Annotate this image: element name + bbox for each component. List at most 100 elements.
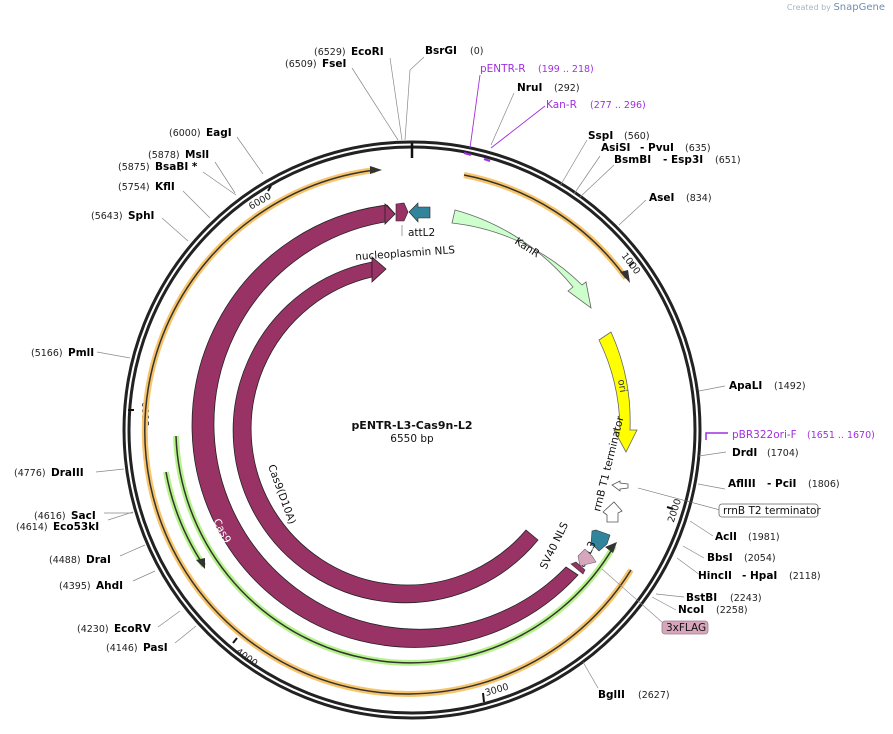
- feature-3xflag[interactable]: 3xFLAG: [577, 548, 709, 635]
- kanr-label: KanR: [512, 235, 541, 260]
- site-sspi[interactable]: SspI (560): [588, 130, 650, 142]
- svg-text:AseI: AseI: [649, 192, 674, 204]
- site-bsmbi-esp3i[interactable]: BsmBI - Esp3I (651): [614, 154, 741, 166]
- svg-text:- Esp3I: - Esp3I: [663, 154, 703, 166]
- primer-pbr322ori-f[interactable]: pBR322ori-F (1651 .. 1670): [705, 429, 875, 441]
- site-bstbi[interactable]: BstBI (2243): [686, 592, 762, 604]
- svg-text:HincII: HincII: [698, 570, 732, 582]
- nucleoplasmin-nls-label: nucleoplasmin NLS: [355, 244, 456, 263]
- svg-text:(834): (834): [686, 193, 712, 204]
- svg-text:KflI: KflI: [155, 181, 175, 193]
- svg-text:PasI: PasI: [143, 642, 168, 654]
- svg-text:(4146): (4146): [106, 643, 138, 654]
- backbone: [122, 140, 702, 720]
- site-saci[interactable]: (4616) SacI: [34, 510, 96, 522]
- site-asei[interactable]: AseI (834): [649, 192, 712, 204]
- svg-text:(5875): (5875): [118, 162, 150, 173]
- site-bbsi[interactable]: BbsI (2054): [707, 552, 776, 564]
- svg-text:EcoRV: EcoRV: [114, 623, 152, 635]
- svg-text:(4488): (4488): [49, 555, 81, 566]
- svg-text:SspI: SspI: [588, 130, 613, 142]
- feature-rrnb-t2-terminator[interactable]: rrnB T2 terminator: [602, 501, 821, 523]
- site-draiii[interactable]: (4776) DraIII: [14, 467, 84, 479]
- svg-text:Eco53kI: Eco53kI: [53, 521, 99, 533]
- svg-text:SacI: SacI: [71, 510, 96, 522]
- restriction-sites: BsrGI (0) (6529) EcoRI (6509) FseI NruI …: [14, 45, 840, 701]
- primer-kan-r-pos: (277 .. 296): [590, 100, 646, 111]
- svg-text:(1704): (1704): [767, 448, 799, 459]
- site-pmli[interactable]: (5166) PmlI: [31, 347, 94, 359]
- site-sphi[interactable]: (5643) SphI: [91, 210, 154, 222]
- svg-text:(4616): (4616): [34, 511, 66, 522]
- primer-kan-r-name: Kan-R: [546, 99, 577, 111]
- svg-text:(560): (560): [624, 131, 650, 142]
- svg-text:(6509): (6509): [285, 59, 317, 70]
- feature-sv40-nls[interactable]: SV40 NLS: [538, 520, 586, 575]
- svg-text:- PciI: - PciI: [767, 478, 796, 490]
- feature-ori[interactable]: ori: [598, 331, 638, 453]
- site-bglii[interactable]: BglII (2627): [598, 689, 670, 701]
- site-asisi-pvui[interactable]: AsiSI - PvuI (635): [601, 142, 711, 154]
- site-drdi[interactable]: DrdI (1704): [732, 447, 799, 459]
- svg-text:NruI: NruI: [517, 82, 542, 94]
- site-ahdi[interactable]: (4395) AhdI: [59, 580, 123, 592]
- site-bsabi[interactable]: (5875) BsaBI *: [118, 161, 198, 173]
- svg-text:EcoRI: EcoRI: [351, 46, 384, 58]
- svg-text:(4776): (4776): [14, 468, 46, 479]
- site-afliii-pcii[interactable]: AflIII - PciI (1806): [728, 478, 840, 490]
- svg-text:- PvuI: - PvuI: [640, 142, 674, 154]
- svg-text:(1981): (1981): [748, 532, 780, 543]
- site-acli[interactable]: AclI (1981): [715, 531, 780, 543]
- primer-pbr322ori-f-pos: (1651 .. 1670): [807, 430, 875, 441]
- svg-text:AhdI: AhdI: [96, 580, 123, 592]
- primer-pbr322ori-f-name: pBR322ori-F: [732, 429, 797, 441]
- svg-text:AflIII: AflIII: [728, 478, 756, 490]
- svg-text:(5166): (5166): [31, 348, 63, 359]
- svg-text:(1806): (1806): [808, 479, 840, 490]
- sv40-nls-label: SV40 NLS: [538, 520, 571, 571]
- site-bsrgi[interactable]: BsrGI (0): [425, 45, 483, 57]
- svg-text:(651): (651): [715, 155, 741, 166]
- plasmid-length: 6550 bp: [390, 433, 434, 445]
- svg-text:(4230): (4230): [77, 624, 109, 635]
- primer-pentr-r-pos: (199 .. 218): [538, 64, 594, 75]
- svg-text:(6529): (6529): [314, 47, 346, 58]
- orf-orange-arcs: [141, 166, 634, 697]
- svg-text:(5754): (5754): [118, 182, 150, 193]
- site-drai[interactable]: (4488) DraI: [49, 554, 111, 566]
- svg-text:- HpaI: - HpaI: [742, 570, 777, 582]
- primer-kan-r[interactable]: Kan-R (277 .. 296): [483, 99, 646, 162]
- site-eco53ki[interactable]: (4614) Eco53kI: [16, 521, 99, 533]
- primer-pentr-r-name: pENTR-R: [480, 63, 526, 75]
- svg-text:ApaLI: ApaLI: [729, 380, 762, 392]
- credit-prefix: Created by: [786, 3, 831, 12]
- site-eagi[interactable]: (6000) EagI: [169, 127, 232, 139]
- credit-brand: SnapGene: [833, 2, 885, 13]
- site-kfli[interactable]: (5754) KflI: [118, 181, 175, 193]
- svg-text:(5878): (5878): [148, 150, 180, 161]
- svg-text:AsiSI: AsiSI: [601, 142, 630, 154]
- svg-text:(1492): (1492): [774, 381, 806, 392]
- feature-nucleoplasmin-nls[interactable]: [395, 202, 409, 222]
- primer-pentr-r[interactable]: pENTR-R (199 .. 218): [463, 63, 594, 156]
- svg-text:(635): (635): [685, 143, 711, 154]
- svg-text:NcoI: NcoI: [678, 604, 704, 616]
- site-brui[interactable]: NruI (292): [517, 82, 580, 94]
- svg-text:PmlI: PmlI: [68, 347, 94, 359]
- site-pasi[interactable]: (4146) PasI: [106, 642, 168, 654]
- site-hincii-hpai[interactable]: HincII - HpaI (2118): [698, 570, 821, 582]
- site-apali[interactable]: ApaLI (1492): [729, 380, 806, 392]
- site-msli[interactable]: (5878) MslI: [148, 149, 209, 161]
- site-fsei[interactable]: (6509) FseI: [285, 58, 346, 70]
- rrnb-t2-label: rrnB T2 terminator: [723, 505, 821, 517]
- site-ecorv[interactable]: (4230) EcoRV: [77, 623, 152, 635]
- svg-text:(292): (292): [554, 83, 580, 94]
- svg-text:(2118): (2118): [789, 571, 821, 582]
- site-ncoi[interactable]: NcoI (2258): [678, 604, 748, 616]
- site-ecori[interactable]: (6529) EcoRI: [314, 46, 384, 58]
- feature-attl2[interactable]: [408, 202, 431, 223]
- rrnb-t1-label: rrnB T1 terminator: [591, 414, 626, 512]
- svg-text:(2258): (2258): [716, 605, 748, 616]
- svg-text:BsrGI: BsrGI: [425, 45, 457, 57]
